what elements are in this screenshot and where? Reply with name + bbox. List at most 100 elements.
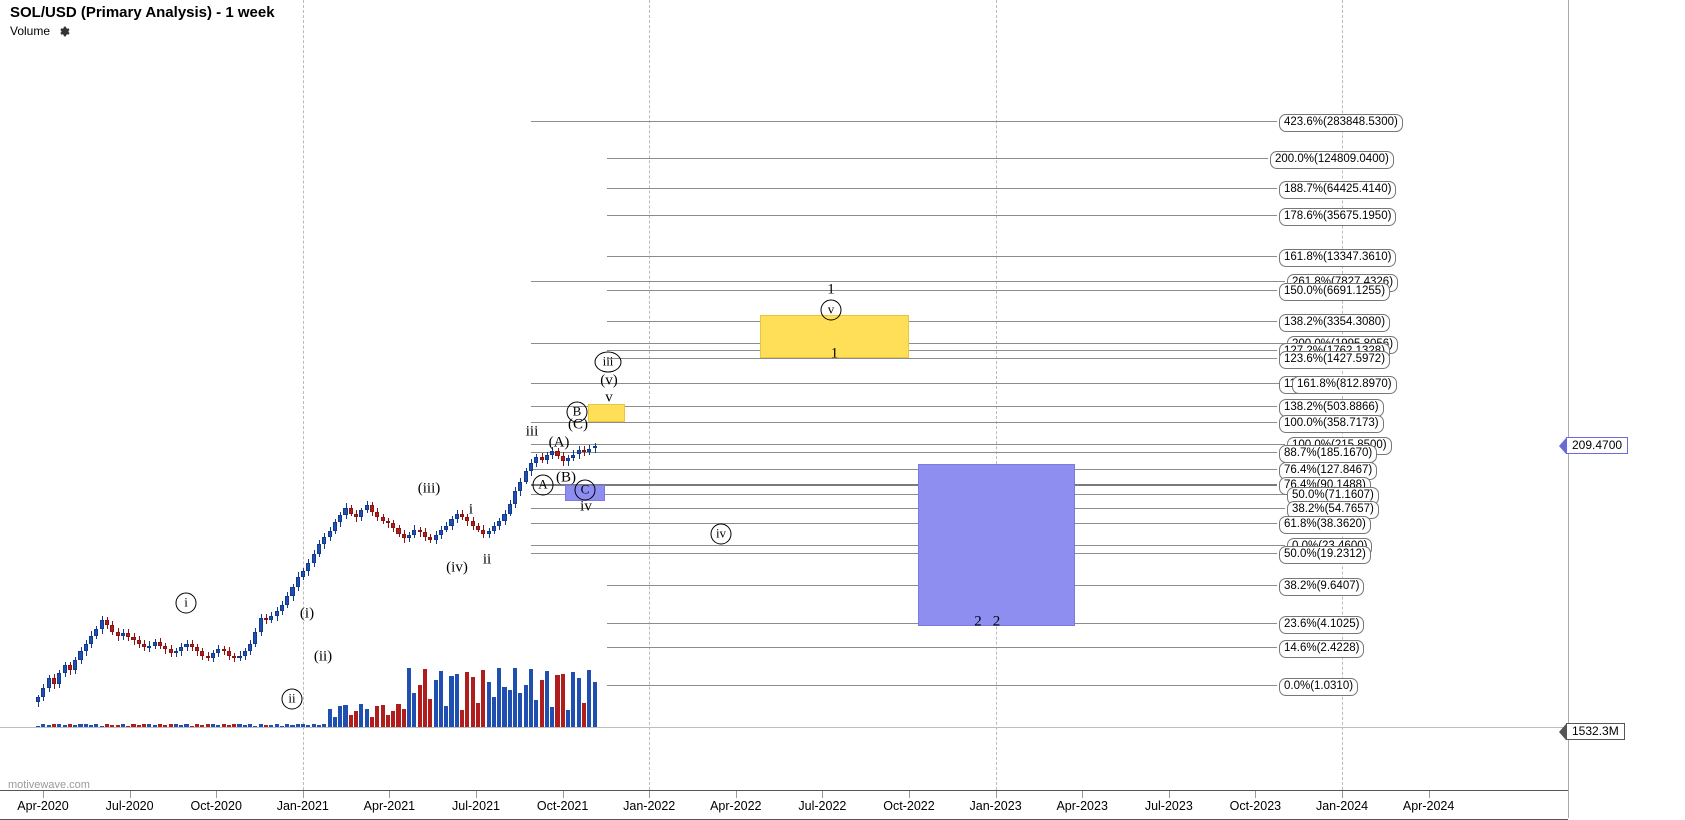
time-separator xyxy=(649,0,651,790)
wave-label[interactable]: (C) xyxy=(568,416,588,433)
volume-bar xyxy=(179,724,184,727)
fib-level-label[interactable]: 200.0%(124809.0400) xyxy=(1270,151,1394,169)
target-box-b[interactable] xyxy=(588,404,625,422)
wave-label[interactable]: iii xyxy=(525,423,539,440)
fib-level-label[interactable]: 161.8%(812.8970) xyxy=(1292,376,1397,394)
time-axis[interactable]: Apr-2020 Jul-2020 Oct-2020 Jan-2021 Apr-2021… xyxy=(0,790,1568,820)
volume-bar xyxy=(248,723,253,727)
volume-bar xyxy=(322,724,327,727)
candle-body xyxy=(438,529,443,536)
fib-level-label[interactable]: 23.6%(4.1025) xyxy=(1279,616,1365,634)
candle-body xyxy=(417,529,422,533)
candle-body xyxy=(136,640,141,644)
fib-level-label[interactable]: 0.0%(1.0310) xyxy=(1279,678,1359,696)
price-axis[interactable]: 209.4700 1532.3M xyxy=(1559,0,1685,818)
volume-bar xyxy=(46,724,51,727)
time-axis-tick xyxy=(909,791,910,798)
wave-label[interactable]: (A) xyxy=(548,434,570,451)
wave-label[interactable]: iv xyxy=(710,523,732,545)
volume-bar xyxy=(269,724,274,727)
wave-label[interactable]: iii xyxy=(594,351,622,373)
time-separator xyxy=(995,0,997,790)
volume-bar xyxy=(491,696,496,727)
wave-label[interactable]: (iii) xyxy=(417,480,441,497)
fib-level-label[interactable]: 61.8%(38.3620) xyxy=(1279,516,1371,534)
wave-label[interactable]: (v) xyxy=(600,372,618,389)
fib-level-label[interactable]: 188.7%(64425.4140) xyxy=(1279,181,1397,199)
wave-label[interactable]: 2 xyxy=(974,613,982,630)
time-axis-label: Apr-2021 xyxy=(363,799,416,813)
fib-level-label[interactable]: 50.0%(19.2312) xyxy=(1279,546,1371,564)
candle-body xyxy=(179,647,184,652)
time-axis-label: Apr-2024 xyxy=(1402,799,1455,813)
wave-label[interactable]: 1 xyxy=(827,281,835,298)
fib-level-line xyxy=(607,158,1268,159)
wave-label[interactable]: v xyxy=(605,389,613,406)
candle-body xyxy=(279,604,284,611)
target-box-2[interactable] xyxy=(918,464,1075,626)
time-axis-tick xyxy=(476,791,477,798)
candle-body xyxy=(311,553,316,563)
volume-bar xyxy=(78,724,83,727)
fib-level-label[interactable]: 178.6%(35675.1950) xyxy=(1279,208,1397,226)
volume-bar xyxy=(115,724,120,727)
volume-bar xyxy=(104,724,110,727)
wave-label[interactable]: v xyxy=(820,299,842,321)
time-axis-label: Apr-2020 xyxy=(17,799,69,813)
fib-level-label[interactable]: 38.2%(9.6407) xyxy=(1279,578,1365,596)
volume-bar xyxy=(566,709,571,727)
fib-level-label[interactable]: 161.8%(13347.3610) xyxy=(1279,249,1397,267)
fib-level-line xyxy=(607,256,1277,257)
volume-bar xyxy=(36,725,41,727)
fib-level-label[interactable]: 38.2%(54.7657) xyxy=(1287,501,1379,519)
volume-bar xyxy=(528,668,534,727)
volume-bar xyxy=(560,673,565,727)
wave-label[interactable]: (ii) xyxy=(313,648,333,665)
volume-marker-arrow xyxy=(1559,723,1566,740)
candle-body xyxy=(67,665,72,670)
wave-label[interactable]: A xyxy=(532,474,554,496)
time-axis-tick xyxy=(1168,791,1170,798)
fib-level-label[interactable]: 123.6%(1427.5972) xyxy=(1279,351,1391,369)
wave-label[interactable]: C xyxy=(574,479,596,501)
wave-label[interactable]: (i) xyxy=(299,605,315,622)
volume-bar xyxy=(110,724,115,727)
volume-bar xyxy=(550,706,555,727)
wave-label[interactable]: iv xyxy=(580,498,592,515)
wave-label[interactable]: (B) xyxy=(556,469,576,486)
wave-label[interactable]: (iv) xyxy=(446,559,468,576)
fib-level-label[interactable]: 423.6%(283848.5300) xyxy=(1279,114,1403,132)
wave-label[interactable]: ii xyxy=(281,688,303,710)
volume-bar xyxy=(184,723,189,727)
chart-plot-area[interactable]: 423.6%(283848.5300) 200.0%(124809.0400) 18… xyxy=(0,0,1568,790)
time-axis-tick xyxy=(562,791,564,798)
volume-bar xyxy=(237,724,242,727)
time-axis-tick xyxy=(129,791,131,798)
wave-label[interactable]: ii xyxy=(482,551,492,568)
fib-level-line xyxy=(607,290,1277,291)
volume-bar xyxy=(401,709,406,727)
gear-icon[interactable] xyxy=(57,25,70,38)
time-axis-label: Oct-2023 xyxy=(1229,799,1282,813)
wave-label[interactable]: i xyxy=(175,592,197,614)
candle-body xyxy=(110,625,115,632)
volume-bar xyxy=(57,724,62,727)
fib-level-label[interactable]: 88.7%(185.1670) xyxy=(1279,445,1378,463)
candle-body xyxy=(391,523,396,529)
target-box-1[interactable] xyxy=(760,315,909,358)
fib-level-label[interactable]: 138.2%(3354.3080) xyxy=(1279,314,1391,332)
fib-level-label[interactable]: 50.0%(71.1607) xyxy=(1287,487,1379,505)
candle-body xyxy=(444,525,449,530)
wave-label[interactable]: i xyxy=(468,501,474,518)
fib-level-label[interactable]: 14.6%(2.4228) xyxy=(1279,640,1365,658)
fib-level-label[interactable]: 150.0%(6691.1255) xyxy=(1279,283,1391,301)
fib-level-line xyxy=(531,545,1285,546)
time-axis-tick xyxy=(302,791,304,798)
wave-label[interactable]: B xyxy=(566,401,588,423)
fib-level-label[interactable]: 100.0%(358.7173) xyxy=(1279,415,1384,433)
target-box-label: 1 xyxy=(830,345,839,362)
time-axis-label: Jul-2023 xyxy=(1144,799,1193,813)
time-axis-label: Apr-2022 xyxy=(710,799,762,813)
volume-bar xyxy=(200,724,205,727)
